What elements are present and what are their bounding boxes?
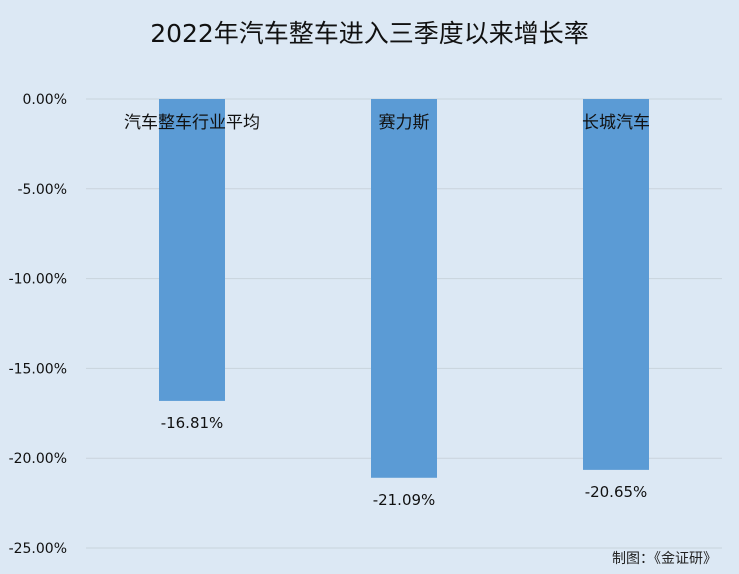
y-tick-label: 0.00% [23,92,67,108]
data-label: -20.65% [585,483,648,501]
y-tick-label: -20.00% [9,451,67,467]
source-note: 制图：《金证研》 [612,551,717,567]
bar-2 [583,99,649,470]
y-tick-label: -25.00% [9,541,67,557]
y-tick-label: -15.00% [9,361,67,377]
data-label: -21.09% [373,491,436,509]
category-label: 赛力斯 [379,112,430,133]
bar-0 [159,99,225,401]
category-label: 长城汽车 [582,113,650,133]
y-tick-label: -5.00% [17,182,67,198]
chart-title: 2022年汽车整车进入三季度以来增长率 [150,19,589,48]
data-label: -16.81% [161,414,224,432]
y-tick-label: -10.00% [9,272,67,288]
category-label: 汽车整车行业平均 [124,113,260,133]
bar-1 [371,99,437,478]
